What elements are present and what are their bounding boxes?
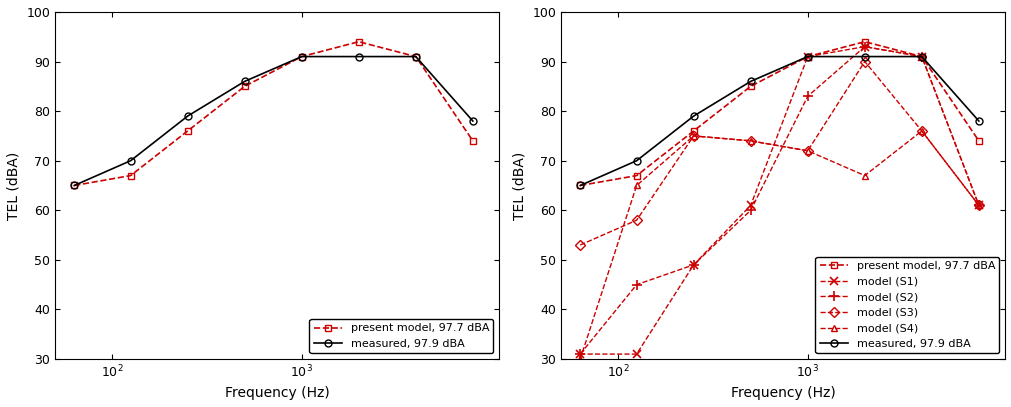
present model, 97.7 dBA [744,84,756,89]
present model, 97.7 dBA [630,173,642,178]
model (S2) [686,263,699,267]
model (S1) [686,263,699,267]
present model, 97.7 dBA [858,39,870,44]
measured, 97.9 dBA [68,183,80,188]
model (S2) [801,94,813,98]
model (S3) [686,133,699,138]
measured, 97.9 dBA [630,158,642,163]
Line: model (S1): model (S1) [575,42,982,358]
present model, 97.7 dBA [409,54,422,59]
measured, 97.9 dBA [409,54,422,59]
Line: present model, 97.7 dBA: present model, 97.7 dBA [71,38,476,189]
measured, 97.9 dBA [295,54,307,59]
model (S3) [573,243,585,247]
Y-axis label: TEL (dBA): TEL (dBA) [513,151,527,220]
X-axis label: Frequency (Hz): Frequency (Hz) [730,386,835,400]
measured, 97.9 dBA [353,54,365,59]
model (S3) [972,203,984,208]
measured, 97.9 dBA [972,118,984,123]
model (S1) [915,54,927,59]
present model, 97.7 dBA [466,138,478,143]
measured, 97.9 dBA [239,79,251,84]
present model, 97.7 dBA [573,183,585,188]
present model, 97.7 dBA [181,129,193,133]
measured, 97.9 dBA [573,183,585,188]
present model, 97.7 dBA [124,173,136,178]
model (S3) [630,218,642,223]
model (S2) [915,54,927,59]
measured, 97.9 dBA [124,158,136,163]
model (S3) [801,148,813,153]
measured, 97.9 dBA [744,79,756,84]
measured, 97.9 dBA [181,114,193,118]
model (S2) [630,282,642,287]
model (S4) [801,148,813,153]
measured, 97.9 dBA [915,54,927,59]
Line: model (S2): model (S2) [575,42,983,359]
model (S1) [801,54,813,59]
model (S4) [744,138,756,143]
present model, 97.7 dBA [353,39,365,44]
model (S4) [972,203,984,208]
measured, 97.9 dBA [858,54,870,59]
measured, 97.9 dBA [686,114,699,118]
present model, 97.7 dBA [801,54,813,59]
model (S4) [915,129,927,133]
model (S2) [744,208,756,213]
measured, 97.9 dBA [801,54,813,59]
Line: measured, 97.9 dBA: measured, 97.9 dBA [71,53,476,189]
present model, 97.7 dBA [295,54,307,59]
model (S4) [630,183,642,188]
present model, 97.7 dBA [915,54,927,59]
Line: present model, 97.7 dBA: present model, 97.7 dBA [576,38,982,189]
model (S1) [573,352,585,357]
Line: model (S4): model (S4) [576,127,982,363]
Line: model (S3): model (S3) [576,58,982,248]
model (S1) [972,203,984,208]
model (S2) [972,203,984,208]
Line: measured, 97.9 dBA: measured, 97.9 dBA [576,53,982,189]
present model, 97.7 dBA [972,138,984,143]
measured, 97.9 dBA [466,118,478,123]
X-axis label: Frequency (Hz): Frequency (Hz) [224,386,330,400]
model (S4) [858,173,870,178]
model (S1) [630,352,642,357]
Y-axis label: TEL (dBA): TEL (dBA) [7,151,21,220]
model (S3) [744,138,756,143]
model (S3) [915,129,927,133]
present model, 97.7 dBA [686,129,699,133]
Legend: present model, 97.7 dBA, model (S1), model (S2), model (S3), model (S4), measure: present model, 97.7 dBA, model (S1), mod… [815,257,999,354]
present model, 97.7 dBA [239,84,251,89]
model (S1) [858,44,870,49]
Legend: present model, 97.7 dBA, measured, 97.9 dBA: present model, 97.7 dBA, measured, 97.9 … [309,319,493,354]
model (S2) [573,352,585,357]
model (S1) [744,203,756,208]
model (S4) [686,133,699,138]
model (S4) [573,357,585,361]
model (S2) [858,44,870,49]
present model, 97.7 dBA [68,183,80,188]
model (S3) [858,59,870,64]
